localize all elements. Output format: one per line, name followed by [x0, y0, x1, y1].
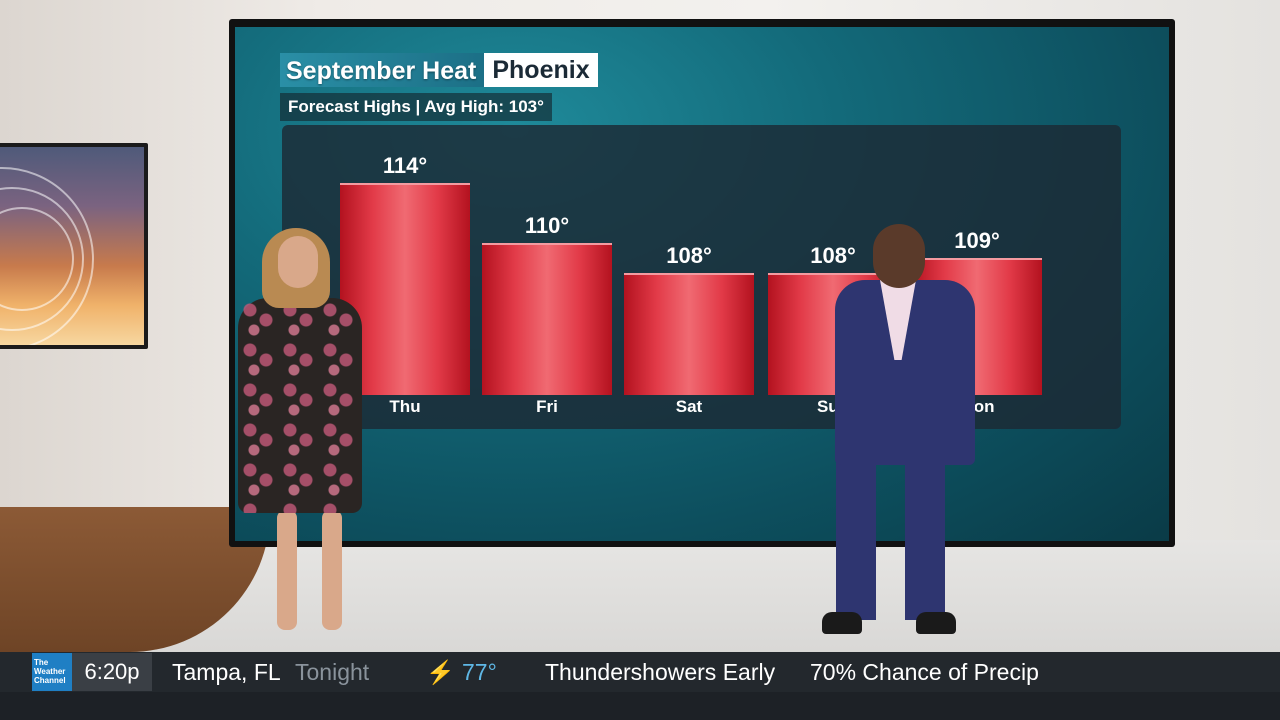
ticker-period: Tonight — [295, 659, 370, 685]
sunset-screen — [0, 147, 144, 345]
graphic-title: September Heat — [280, 53, 485, 87]
lower-third-ticker — [0, 652, 1280, 720]
weather-channel-logo: The Weather Channel — [32, 653, 72, 691]
graphic-title-bar: September Heat Phoenix — [280, 53, 598, 87]
ticker-location: Tampa, FL — [172, 659, 281, 685]
ticker-condition: Thundershowers Early — [545, 659, 776, 685]
forecast-chart: 114° Thu 110° Fri 108° Sat 108° Sun 109° Mon — [282, 125, 1121, 429]
ticker-temp: 77° — [462, 659, 497, 685]
ticker-time: 6:20p — [72, 653, 152, 691]
side-monitor — [0, 143, 148, 349]
forecast-temp-mon: 109° — [954, 228, 1000, 253]
forecast-bar-fri — [482, 243, 612, 395]
forecast-temp-sat: 108° — [666, 243, 712, 268]
forecast-day-thu: Thu — [389, 397, 421, 416]
video-wall: September Heat Phoenix Forecast Highs | … — [229, 19, 1175, 547]
lightning-bolt-icon: ⚡ — [426, 659, 455, 685]
ticker-band — [0, 652, 1280, 692]
ticker-precip: 70% Chance of Precip — [810, 659, 1039, 685]
graphic-city: Phoenix — [484, 53, 598, 87]
video-wall-screen: September Heat Phoenix Forecast Highs | … — [235, 27, 1169, 541]
forecast-day-sat: Sat — [675, 397, 703, 416]
forecast-temp-thu: 114° — [382, 153, 428, 178]
forecast-bar-sat — [624, 273, 754, 395]
graphic-subtitle: Forecast Highs | Avg High: 103° — [280, 93, 552, 121]
forecast-temp-sun: 108° — [810, 243, 856, 268]
forecast-temp-fri: 110° — [524, 213, 570, 238]
forecast-day-fri: Fri — [536, 397, 558, 416]
